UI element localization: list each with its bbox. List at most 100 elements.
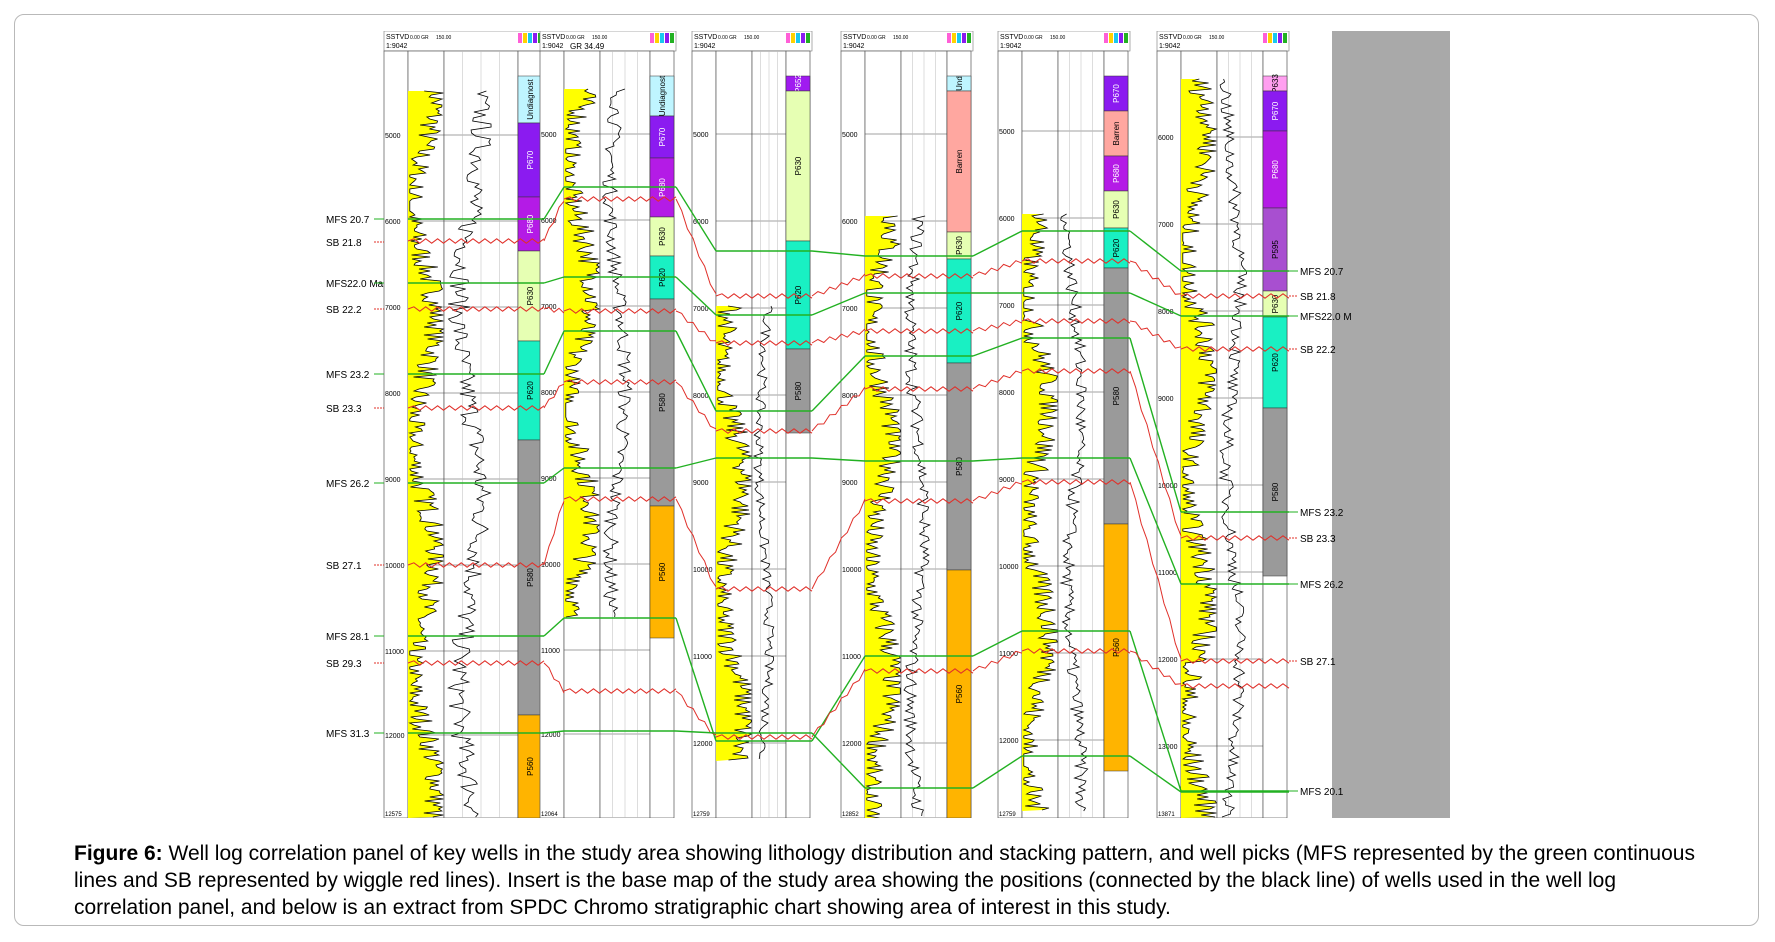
sb-pick-line (1021, 368, 1131, 374)
left-pick-label: MFS 31.3 (326, 729, 370, 740)
well-header-scale: 1:9042 (542, 43, 564, 50)
sb-pick-line (563, 196, 677, 202)
sb-pick-line (715, 428, 813, 434)
sb-pick-line (864, 668, 974, 674)
mfs-correlation-line (1129, 230, 1182, 272)
sb-pick-line (407, 562, 545, 568)
zone-label: P670 (1112, 84, 1121, 103)
sb-pick-line (1180, 346, 1290, 352)
sb-pick-line (864, 328, 974, 334)
depth-label: 12000 (999, 738, 1019, 745)
mfs-correlation-line (1129, 755, 1182, 793)
zone-p580 (1262, 407, 1288, 577)
header-color-chip (806, 33, 810, 43)
header-color-chip (1109, 33, 1113, 43)
sb-correlation-line (1129, 481, 1182, 659)
zone-label: P670 (1271, 101, 1280, 120)
gr-curve (1022, 213, 1059, 811)
sb-pick-line (407, 660, 545, 666)
zone-label: P652 (794, 74, 803, 93)
mfs-correlation-line (811, 355, 866, 412)
header-color-chip (1124, 33, 1128, 43)
well-header-curve: 0.00 GR (1183, 35, 1202, 41)
depth-label: 12000 (385, 733, 405, 740)
header-color-chip (796, 33, 800, 43)
depth-label: 8000 (693, 393, 709, 400)
depth-label: 11000 (693, 654, 712, 661)
depth-track (539, 50, 565, 818)
depth-label: 10000 (999, 564, 1019, 571)
depth-label: 12000 (1158, 657, 1178, 664)
well-bottom-depth: 12759 (999, 812, 1016, 818)
depth-label: 5000 (541, 132, 557, 139)
mfs-correlation-line (1129, 292, 1182, 317)
depth-label: 11000 (1158, 570, 1177, 577)
mfs-correlation-line (811, 732, 866, 789)
well-bottom-depth: 12759 (693, 812, 710, 818)
sb-pick-line (864, 273, 974, 279)
well-header-sstvd: SSTVD (1159, 34, 1182, 41)
depth-label: 7000 (1158, 222, 1174, 229)
header-color-chip (1273, 33, 1277, 43)
sb-pick-line (1180, 293, 1290, 299)
sb-pick-line (1180, 658, 1290, 664)
well-header-curve-max: 150.00 (893, 35, 909, 41)
zone-label: P580 (794, 381, 803, 400)
header-color-chip (947, 33, 951, 43)
sb-correlation-line (675, 381, 717, 430)
sb-correlation-line (543, 383, 565, 409)
zone-p670 (649, 115, 675, 159)
caption-label: Figure 6: (74, 842, 163, 865)
zone-p620 (517, 340, 543, 441)
right-pick-label: MFS 20.7 (1300, 267, 1344, 278)
gr-curve (408, 90, 445, 818)
depth-label: 6000 (385, 219, 401, 226)
zone-label: P670 (526, 150, 535, 169)
depth-label: 10000 (1158, 483, 1178, 490)
zone-label: P595 (1271, 240, 1280, 259)
depth-track (840, 50, 866, 818)
sb-pick-line (407, 405, 545, 411)
zone-p595 (1262, 207, 1288, 292)
left-pick-label: SB 22.2 (326, 305, 362, 316)
well-header-sstvd: SSTVD (386, 34, 409, 41)
left-pick-label: MFS 28.1 (326, 632, 370, 643)
well-header-curve-max: 150.00 (744, 35, 760, 41)
sb-pick-line (563, 688, 677, 694)
mfs-correlation-line (675, 330, 717, 412)
sb-pick-line (715, 734, 813, 740)
depth-label: 5000 (385, 133, 401, 140)
mfs-correlation-line (675, 186, 717, 252)
header-color-chip (650, 33, 654, 43)
figure-caption: Figure 6: Well log correlation panel of … (74, 840, 1714, 921)
mfs-correlation-line (543, 617, 565, 637)
right-pick-label: SB 21.8 (1300, 292, 1336, 303)
resistivity-curve (1218, 78, 1248, 818)
well-header-curve: 0.00 GR (566, 35, 585, 41)
zone-label: P630 (526, 286, 535, 305)
zone-label: P630 (1271, 294, 1280, 313)
sb-correlation-line (811, 328, 866, 344)
mfs-correlation-line (972, 755, 1023, 789)
zone-label: P620 (1271, 353, 1280, 372)
sb-correlation-line (675, 198, 717, 295)
depth-label: 12000 (693, 741, 713, 748)
sb-pick-line (864, 386, 974, 392)
left-pick-label: MFS 20.7 (326, 215, 370, 226)
zone-label: Undiagnost (526, 78, 535, 119)
depth-label: 11000 (385, 649, 404, 656)
zone-label: P580 (955, 457, 964, 476)
depth-label: 7000 (693, 306, 709, 313)
sb-correlation-line (972, 370, 1023, 390)
zone-p670 (1262, 90, 1288, 132)
right-pick-label: MFS22.0 M (1300, 312, 1352, 323)
sb-correlation-line (972, 650, 1023, 672)
depth-label: 10000 (385, 563, 405, 570)
depth-label: 7000 (999, 303, 1015, 310)
header-color-chip (1268, 33, 1272, 43)
left-pick-label: MFS22.0 Ma (326, 279, 384, 290)
mfs-correlation-line (1129, 337, 1182, 513)
zone-label: P630 (658, 227, 667, 246)
header-color-chip (528, 33, 532, 43)
header-color-chip (952, 33, 956, 43)
